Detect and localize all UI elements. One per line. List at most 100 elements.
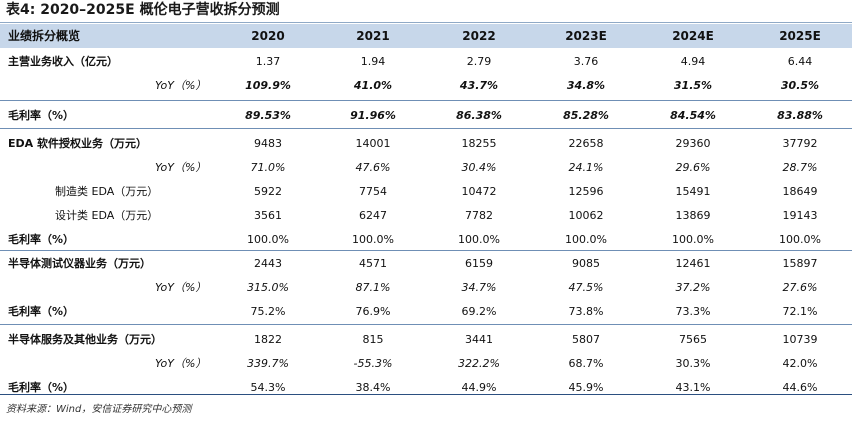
section-divider	[0, 324, 852, 325]
table-cell: 91.96%	[350, 109, 396, 122]
row-label: 设计类 EDA（万元）	[55, 209, 159, 222]
row-label: 半导体测试仪器业务（万元）	[8, 257, 151, 270]
table-cell: 41.0%	[353, 79, 393, 92]
table-cell: 3561	[254, 209, 282, 222]
table-cell: 10472	[461, 185, 497, 198]
row-label: 制造类 EDA（万元）	[55, 185, 159, 198]
table-cell: 22658	[568, 137, 604, 150]
table-row: YoY（%） 109.9% 41.0% 43.7% 34.8% 31.5% 30.5%	[0, 74, 852, 98]
table-cell: 71.0%	[250, 161, 286, 174]
row-label: YoY（%）	[155, 281, 207, 294]
table-cell: 6.44	[787, 55, 813, 68]
row-label: 主营业务收入（亿元）	[8, 55, 118, 68]
table-cell: 73.8%	[568, 305, 604, 318]
table-cell: 100.0%	[672, 233, 714, 246]
table-cell: 100.0%	[565, 233, 607, 246]
row-label: EDA 软件授权业务（万元）	[8, 137, 147, 150]
table-cell: 87.1%	[355, 281, 391, 294]
table-cell: 85.28%	[563, 109, 609, 122]
table-cell: 10062	[568, 209, 604, 222]
table-cell: 72.1%	[782, 305, 818, 318]
table-cell: 24.1%	[568, 161, 604, 174]
table-cell: -55.3%	[353, 357, 393, 370]
header-label: 业绩拆分概览	[8, 29, 81, 43]
table-cell: 2.79	[466, 55, 492, 68]
row-label: 毛利率（%）	[8, 381, 75, 394]
table-cell: 3.76	[573, 55, 599, 68]
row-label: 毛利率（%）	[8, 233, 75, 246]
table-cell: 86.38%	[456, 109, 502, 122]
table-cell: 7782	[465, 209, 493, 222]
table-cell: 100.0%	[779, 233, 821, 246]
table-cell: 18255	[461, 137, 497, 150]
header-year-2021: 2021	[356, 29, 390, 43]
table-row: 毛利率（%） 54.3% 38.4% 44.9% 45.9% 43.1% 44.6%	[0, 376, 852, 400]
bottom-rule	[0, 394, 852, 395]
table-cell: 43.1%	[675, 381, 711, 394]
table-row: 制造类 EDA（万元） 5922 7754 10472 12596 15491 18649	[0, 180, 852, 204]
table-cell: 13869	[675, 209, 711, 222]
row-label: YoY（%）	[155, 161, 207, 174]
table-cell: 29360	[675, 137, 711, 150]
table-cell: 12596	[568, 185, 604, 198]
table-row: 毛利率（%） 75.2% 76.9% 69.2% 73.8% 73.3% 72.1%	[0, 300, 852, 324]
table-cell: 1822	[254, 333, 282, 346]
table-cell: 29.6%	[675, 161, 711, 174]
table-cell: 100.0%	[352, 233, 394, 246]
table-cell: 3441	[465, 333, 493, 346]
table-cell: 10739	[782, 333, 818, 346]
table-cell: 37792	[782, 137, 818, 150]
table-cell: 9085	[572, 257, 600, 270]
table-row: 主营业务收入（亿元） 1.37 1.94 2.79 3.76 4.94 6.44	[0, 50, 852, 74]
table-header: 业绩拆分概览 2020 2021 2022 2023E 2024E 2025E	[0, 24, 852, 48]
table-cell: 42.0%	[782, 357, 818, 370]
table-cell: 322.2%	[458, 357, 500, 370]
row-label: 毛利率（%）	[8, 305, 75, 318]
table-cell: 2443	[254, 257, 282, 270]
table-cell: 43.7%	[459, 79, 499, 92]
row-label: YoY（%）	[155, 357, 207, 370]
table-cell: 75.2%	[250, 305, 286, 318]
table-cell: 100.0%	[458, 233, 500, 246]
table-cell: 12461	[675, 257, 711, 270]
table-row: 半导体服务及其他业务（万元） 1822 815 3441 5807 7565 10739	[0, 328, 852, 352]
table-row: 设计类 EDA（万元） 3561 6247 7782 10062 13869 19143	[0, 204, 852, 228]
table-cell: 9483	[254, 137, 282, 150]
table-cell: 15491	[675, 185, 711, 198]
table-cell: 7565	[679, 333, 707, 346]
header-year-2025e: 2025E	[779, 29, 821, 43]
table-cell: 28.7%	[782, 161, 818, 174]
table-title: 表4: 2020–2025E 概伦电子营收拆分预测	[6, 2, 280, 18]
table-row: YoY（%） 339.7% -55.3% 322.2% 68.7% 30.3% 42.0%	[0, 352, 852, 376]
table-cell: 47.5%	[568, 281, 604, 294]
table-cell: 19143	[782, 209, 818, 222]
table-cell: 37.2%	[675, 281, 711, 294]
table-cell: 84.54%	[670, 109, 716, 122]
table-cell: 4.94	[680, 55, 706, 68]
table-cell: 30.3%	[675, 357, 711, 370]
table-cell: 45.9%	[568, 381, 604, 394]
table-cell: 30.5%	[780, 79, 820, 92]
header-year-2023e: 2023E	[565, 29, 607, 43]
table-cell: 109.9%	[245, 79, 291, 92]
section-divider	[0, 250, 852, 251]
table-cell: 89.53%	[245, 109, 291, 122]
table-row: 毛利率（%） 89.53% 91.96% 86.38% 85.28% 84.54% 83.8…	[0, 104, 852, 128]
table-cell: 6247	[359, 209, 387, 222]
table-cell: 68.7%	[568, 357, 604, 370]
section-divider	[0, 100, 852, 101]
header-year-2022: 2022	[462, 29, 496, 43]
top-rule	[0, 22, 852, 23]
row-label: 毛利率（%）	[8, 109, 75, 122]
table-cell: 76.9%	[355, 305, 391, 318]
table-cell: 315.0%	[247, 281, 289, 294]
table-cell: 815	[362, 333, 384, 346]
table-cell: 31.5%	[673, 79, 713, 92]
table-row: YoY（%） 315.0% 87.1% 34.7% 47.5% 37.2% 27.6%	[0, 276, 852, 300]
header-year-2020: 2020	[251, 29, 285, 43]
table-cell: 38.4%	[355, 381, 391, 394]
table-cell: 1.37	[255, 55, 281, 68]
table-row: 毛利率（%） 100.0% 100.0% 100.0% 100.0% 100.0% 100.…	[0, 228, 852, 252]
table-cell: 5807	[572, 333, 600, 346]
table-row: EDA 软件授权业务（万元） 9483 14001 18255 22658 29360 37…	[0, 132, 852, 156]
